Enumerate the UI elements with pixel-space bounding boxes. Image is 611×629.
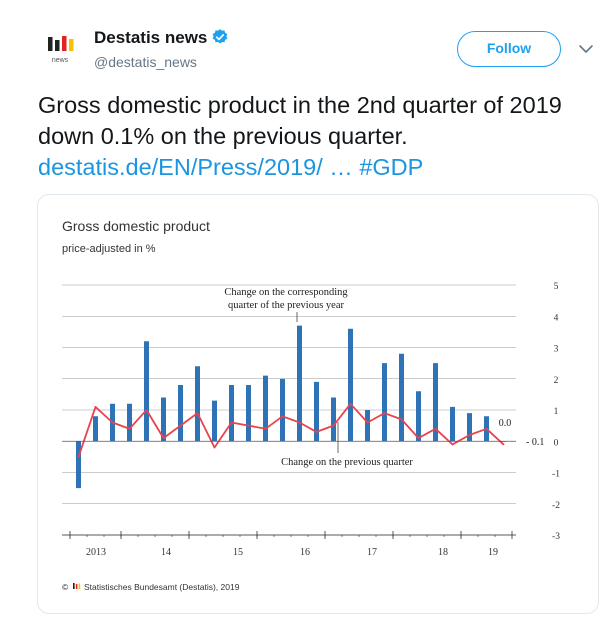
axes: 5 4 3 2 1 0 -1 -2 -3 2013 14 15 16 17 18 19 xyxy=(62,282,560,558)
line-series xyxy=(77,402,505,458)
bar-series xyxy=(76,325,506,489)
line-point-18 xyxy=(383,412,386,415)
line-point-4 xyxy=(145,409,148,411)
x-tick-label: 15 xyxy=(233,547,243,558)
line-annotation: Change on the previous quarter xyxy=(281,457,413,468)
line-point-25 xyxy=(502,443,505,446)
y-tick-label: 5 xyxy=(554,282,559,292)
bars-annotation-line2: quarter of the previous year xyxy=(228,300,345,311)
bar-20 xyxy=(416,391,421,442)
bar-7 xyxy=(195,366,200,442)
media-card[interactable]: Gross domestic product price-adjusted in… xyxy=(37,194,599,614)
line-point-11 xyxy=(264,427,267,430)
x-tick-label: 16 xyxy=(300,547,310,558)
y-tick-label: 0 xyxy=(554,438,559,448)
y-tick-label: -3 xyxy=(552,532,560,542)
account-handle[interactable]: @destatis_news xyxy=(94,54,197,70)
bar-19 xyxy=(399,353,404,442)
chevron-down-icon[interactable] xyxy=(578,41,594,57)
line-point-5 xyxy=(162,437,165,440)
last-bar-value: 0.0 xyxy=(499,418,512,429)
line-point-16 xyxy=(349,402,352,405)
line-point-19 xyxy=(400,418,403,421)
last-line-value: - 0.1 xyxy=(526,437,544,448)
tweet-link[interactable]: destatis.de/EN/Press/2019/ … xyxy=(38,154,353,180)
line-point-20 xyxy=(417,437,420,440)
verified-badge-icon xyxy=(213,29,228,44)
tweet-hashtag[interactable]: #GDP xyxy=(359,154,424,180)
source-copyright: © xyxy=(62,582,69,592)
line-point-22 xyxy=(451,443,454,446)
y-tick-label: 2 xyxy=(554,376,559,386)
source-text: Statistisches Bundesamt (Destatis), 2019 xyxy=(84,582,240,592)
tweet-body: Gross domestic product in the 2nd quarte… xyxy=(38,92,562,149)
bar-1 xyxy=(93,416,98,442)
destatis-logo-icon: news xyxy=(48,36,74,64)
avatar[interactable]: news xyxy=(38,25,82,69)
line-point-21 xyxy=(434,427,437,430)
bar-8 xyxy=(212,400,217,442)
line-point-10 xyxy=(247,424,250,427)
follow-button[interactable]: Follow xyxy=(457,31,561,67)
line-point-17 xyxy=(366,421,369,424)
line-point-14 xyxy=(315,430,318,433)
y-tick-label: 3 xyxy=(554,345,559,355)
bar-9 xyxy=(229,385,234,442)
x-tick-label: 14 xyxy=(161,547,171,558)
gdp-chart: Gross domestic product price-adjusted in… xyxy=(62,218,560,592)
line-point-9 xyxy=(230,421,233,424)
account-name-row[interactable]: Destatis news xyxy=(94,28,229,48)
bar-17 xyxy=(365,410,370,442)
line-path xyxy=(77,402,505,458)
y-tick-label: -1 xyxy=(552,470,560,480)
x-tick-label: 18 xyxy=(438,547,448,558)
avatar-label: news xyxy=(52,57,69,64)
bar-11 xyxy=(263,375,268,442)
tweet-header: news Destatis news @destatis_news Follow xyxy=(0,0,611,90)
line-point-7 xyxy=(196,412,199,415)
line-point-15 xyxy=(332,424,335,427)
line-point-13 xyxy=(298,421,301,424)
annotations: Change on the corresponding quarter of t… xyxy=(224,287,544,468)
line-point-24 xyxy=(485,427,488,430)
x-tick-label: 2013 xyxy=(86,547,106,558)
line-point-0 xyxy=(77,455,80,458)
bar-12 xyxy=(280,378,285,442)
grid-lines xyxy=(62,284,516,536)
bar-3 xyxy=(127,403,132,442)
tweet-text: Gross domestic product in the 2nd quarte… xyxy=(38,90,603,183)
bar-6 xyxy=(178,385,183,442)
chart-subtitle: price-adjusted in % xyxy=(62,243,156,255)
bar-13 xyxy=(297,325,302,442)
bar-4 xyxy=(144,341,149,442)
line-point-8 xyxy=(213,446,216,449)
source-line: © Statistisches Bundesamt (Destatis), 20… xyxy=(62,582,240,592)
line-point-23 xyxy=(468,434,471,436)
bar-22 xyxy=(450,406,455,442)
bar-18 xyxy=(382,363,387,442)
y-tick-label: 4 xyxy=(554,313,559,323)
bar-15 xyxy=(331,397,336,442)
bar-21 xyxy=(433,363,438,442)
line-point-2 xyxy=(111,421,114,424)
line-point-1 xyxy=(94,405,97,408)
bar-23 xyxy=(467,413,472,442)
chart-title: Gross domestic product xyxy=(62,218,210,234)
bar-5 xyxy=(161,397,166,442)
line-point-12 xyxy=(281,415,284,418)
bar-14 xyxy=(314,381,319,442)
y-tick-label: 1 xyxy=(554,407,559,417)
bars-annotation-line1: Change on the corresponding xyxy=(224,287,348,298)
account-name[interactable]: Destatis news xyxy=(94,28,208,47)
bar-10 xyxy=(246,385,251,442)
bar-0 xyxy=(76,441,81,489)
x-tick-label: 19 xyxy=(488,547,498,558)
line-point-3 xyxy=(128,427,131,430)
line-point-6 xyxy=(179,424,182,427)
x-tick-label: 17 xyxy=(367,547,377,558)
y-tick-label: -2 xyxy=(552,501,560,511)
bar-16 xyxy=(348,328,353,442)
